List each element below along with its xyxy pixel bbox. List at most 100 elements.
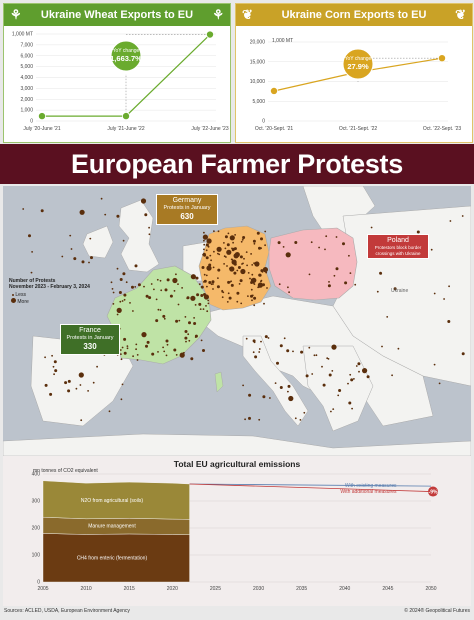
wheat-right-icon: ⚘	[212, 7, 224, 22]
protest-dot	[205, 305, 207, 307]
protest-dot	[288, 291, 290, 294]
legend-title: Number of Protests	[9, 278, 56, 284]
corn-chart: 0 5,000 10,000 15,000 20,000 Oct. '20-Sept. '…	[250, 38, 462, 132]
protest-dot	[179, 352, 185, 358]
protest-dot	[332, 408, 335, 410]
protest-dot	[70, 248, 73, 250]
protest-dot	[283, 337, 286, 340]
additional-measures-line	[189, 483, 432, 492]
protest-dot	[89, 237, 92, 240]
protest-dot	[53, 360, 57, 364]
protest-dot	[278, 283, 281, 286]
protest-dot	[230, 236, 233, 239]
protest-dot	[252, 351, 255, 354]
protest-dot	[324, 248, 326, 251]
protest-dot	[96, 365, 98, 368]
protest-dot	[261, 271, 264, 273]
protest-dot	[202, 253, 205, 256]
protest-dot	[116, 267, 119, 270]
protest-dot	[243, 257, 245, 260]
protest-dot	[111, 288, 114, 290]
protest-dot	[221, 290, 224, 293]
france-value: 330	[83, 341, 97, 351]
y-tick-label: 5,000	[20, 64, 33, 70]
protest-dot	[40, 209, 44, 213]
protest-dot	[286, 349, 290, 353]
protest-dot	[376, 290, 379, 293]
protest-dot	[165, 354, 168, 357]
protest-dot	[416, 230, 420, 234]
protest-dot	[155, 319, 159, 323]
protest-dot	[322, 383, 326, 387]
legend-more-label: More	[17, 299, 29, 305]
protest-dot	[88, 261, 90, 264]
protest-dot	[328, 373, 332, 377]
protest-dot	[175, 273, 177, 276]
existing-measures-label: With existing measures	[345, 483, 397, 489]
protest-dot	[236, 291, 240, 295]
protest-dot	[52, 365, 55, 368]
protest-dot	[260, 247, 262, 250]
protest-dot	[264, 335, 268, 339]
protest-dot	[277, 241, 281, 245]
protest-dot	[51, 354, 53, 357]
protest-dot	[260, 340, 262, 343]
existing-measures-line	[189, 483, 432, 487]
protest-dot	[28, 234, 31, 238]
protest-dot	[233, 247, 237, 251]
protest-dot	[90, 256, 93, 260]
protest-dot	[230, 280, 233, 283]
protest-dot	[247, 272, 250, 274]
protest-dot	[217, 230, 220, 233]
protest-dot	[433, 292, 436, 295]
protest-dot	[348, 254, 350, 257]
protest-dot	[303, 411, 306, 414]
protest-dot	[177, 283, 179, 285]
protest-dot	[333, 274, 336, 277]
protest-dot	[144, 213, 148, 217]
protest-dot	[370, 226, 373, 229]
protest-dot	[228, 296, 232, 300]
protest-dot	[126, 345, 129, 347]
protest-dot	[123, 351, 127, 355]
protest-dot	[184, 330, 188, 333]
land-ireland	[82, 225, 114, 259]
protest-dot	[190, 357, 194, 361]
protest-dot	[159, 279, 162, 282]
protest-dot	[258, 348, 261, 350]
protest-dot	[248, 393, 252, 397]
protest-dot	[242, 262, 244, 265]
y-tick-label: 1,000	[20, 108, 33, 114]
protest-dot	[253, 262, 256, 265]
corn-title: Ukraine Corn Exports to EU	[281, 9, 427, 21]
protest-dot	[318, 246, 320, 249]
protest-dot	[116, 313, 119, 316]
protest-dot	[353, 378, 355, 380]
protest-dot	[69, 234, 72, 237]
corn-left-icon: ❦	[242, 7, 253, 22]
data-point	[270, 86, 279, 95]
protest-dot	[262, 267, 268, 273]
protest-dot	[123, 298, 126, 301]
protest-dot	[238, 283, 241, 285]
germany-region	[198, 225, 272, 311]
protest-dot	[239, 279, 243, 283]
protest-dot	[145, 344, 148, 348]
protest-dot	[397, 347, 400, 350]
protest-dot	[229, 267, 231, 270]
protest-dot	[140, 198, 147, 204]
x-tick-label: 2025	[210, 586, 221, 592]
protest-dot	[44, 383, 48, 387]
protest-dot	[163, 350, 166, 353]
legend-less-dot	[12, 294, 14, 296]
protest-dot	[198, 283, 201, 286]
protest-dot	[294, 417, 297, 420]
protest-dot	[206, 265, 212, 271]
protest-dot	[226, 301, 229, 303]
y-tick-label: 0	[262, 119, 265, 125]
protest-dot	[203, 281, 205, 283]
protest-dot	[203, 248, 205, 251]
protest-dot	[134, 264, 138, 268]
protest-dot	[232, 241, 235, 244]
protest-dot	[190, 295, 196, 301]
